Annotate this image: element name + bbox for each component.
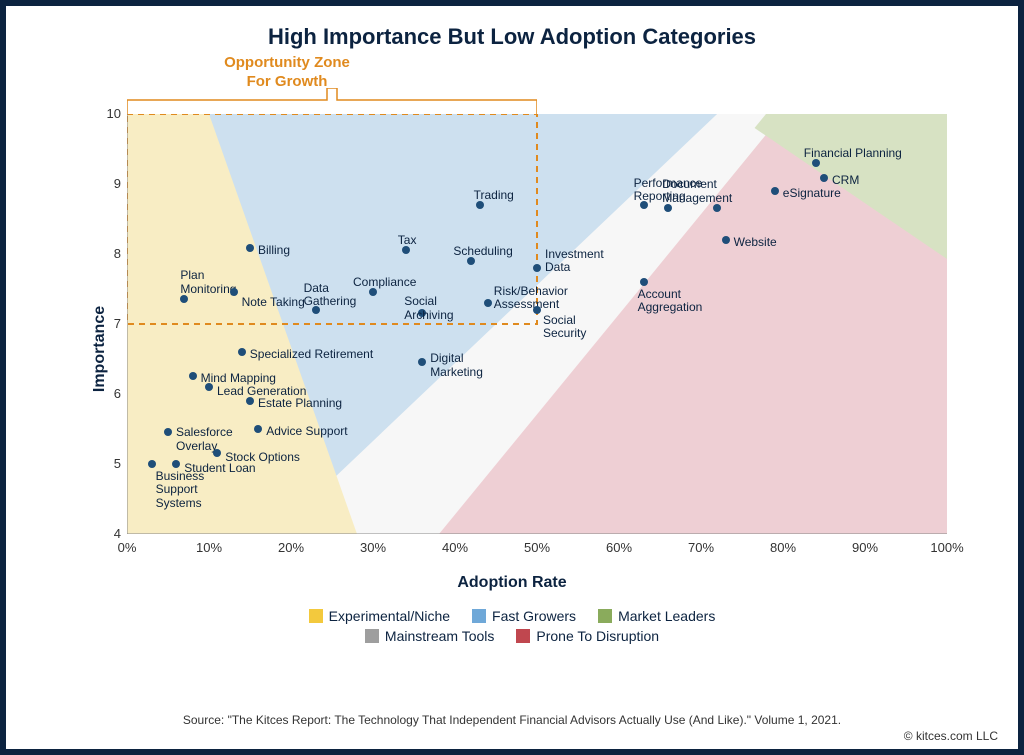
data-point	[148, 460, 156, 468]
data-point-label: Note Taking	[242, 296, 305, 310]
data-point	[533, 264, 541, 272]
x-axis-label: Adoption Rate	[457, 574, 566, 592]
x-tick: 20%	[278, 540, 304, 555]
data-point	[771, 187, 779, 195]
data-point	[418, 358, 426, 366]
y-tick: 9	[97, 176, 121, 191]
legend-item: Experimental/Niche	[309, 608, 450, 624]
x-tick: 100%	[930, 540, 963, 555]
legend: Experimental/Niche Fast Growers Market Lea…	[36, 608, 988, 644]
x-tick: 10%	[196, 540, 222, 555]
x-tick: 70%	[688, 540, 714, 555]
opportunity-zone-label: Opportunity Zone For Growth	[0, 54, 988, 92]
legend-label: Market Leaders	[618, 608, 715, 624]
data-point-label: Mind Mapping	[201, 372, 276, 386]
legend-item: Mainstream Tools	[365, 628, 494, 644]
data-point-label: Trading	[474, 189, 514, 203]
data-point-label: DigitalMarketing	[430, 352, 483, 380]
x-tick: 60%	[606, 540, 632, 555]
y-tick: 10	[97, 106, 121, 121]
plot-area: BusinessSupportSystemsStudent LoanSalesf…	[127, 114, 947, 534]
data-point-label: Lead Generation	[217, 385, 306, 399]
opportunity-line1: Opportunity Zone	[224, 54, 350, 71]
legend-label: Prone To Disruption	[536, 628, 659, 644]
data-point-label: Advice Support	[266, 425, 347, 439]
legend-label: Fast Growers	[492, 608, 576, 624]
data-point-label: Compliance	[353, 276, 416, 290]
legend-swatch	[309, 609, 323, 623]
data-point-label: SocialSecurity	[543, 314, 586, 342]
data-point	[238, 348, 246, 356]
legend-item: Fast Growers	[472, 608, 576, 624]
opportunity-line2: For Growth	[247, 73, 328, 90]
data-point-label: CRM	[832, 174, 859, 188]
data-point	[722, 236, 730, 244]
data-point-label: SalesforceOverlay	[176, 426, 233, 454]
y-tick: 4	[97, 526, 121, 541]
opportunity-bracket	[127, 88, 537, 116]
data-point-label: Specialized Retirement	[250, 348, 373, 362]
chart-title: High Importance But Low Adoption Categor…	[36, 24, 988, 50]
legend-row-2: Mainstream Tools Prone To Disruption	[36, 628, 988, 644]
data-point	[189, 372, 197, 380]
data-point-label: PlanMonitoring	[180, 269, 236, 297]
data-point-label: InvestmentData	[545, 248, 604, 276]
data-point-label: DocumentManagement	[662, 178, 732, 206]
data-point	[713, 204, 721, 212]
x-tick: 90%	[852, 540, 878, 555]
data-point-label: Website	[734, 236, 777, 250]
data-point-label: Tax	[398, 234, 417, 248]
legend-row-1: Experimental/Niche Fast Growers Market Lea…	[36, 608, 988, 624]
data-point	[640, 278, 648, 286]
data-point-label: SocialArchiving	[404, 295, 453, 323]
data-point	[213, 449, 221, 457]
y-tick: 6	[97, 386, 121, 401]
copyright-line: © kitces.com LLC	[904, 729, 998, 743]
data-point-label: AccountAggregation	[638, 288, 703, 316]
legend-swatch	[365, 629, 379, 643]
legend-swatch	[516, 629, 530, 643]
chart-frame: High Importance But Low Adoption Categor…	[0, 0, 1024, 755]
y-tick: 7	[97, 316, 121, 331]
legend-label: Mainstream Tools	[385, 628, 494, 644]
x-tick: 50%	[524, 540, 550, 555]
legend-label: Experimental/Niche	[329, 608, 450, 624]
data-point	[172, 460, 180, 468]
data-point-label: DataGathering	[304, 282, 357, 310]
y-tick: 8	[97, 246, 121, 261]
data-point	[533, 306, 541, 314]
data-point	[254, 425, 262, 433]
x-tick: 30%	[360, 540, 386, 555]
legend-swatch	[472, 609, 486, 623]
data-point-label: Financial Planning	[804, 147, 902, 161]
data-point-label: Estate Planning	[258, 397, 342, 411]
x-tick: 40%	[442, 540, 468, 555]
data-point-label: Risk/BehaviorAssessment	[494, 285, 568, 313]
data-point	[246, 244, 254, 252]
data-point	[230, 288, 238, 296]
source-line: Source: "The Kitces Report: The Technolo…	[26, 713, 998, 727]
data-point-label: Billing	[258, 244, 290, 258]
data-point-label: Stock Options	[225, 451, 300, 465]
data-point-label: eSignature	[783, 187, 841, 201]
chart-container: Importance	[57, 94, 967, 604]
y-tick: 5	[97, 456, 121, 471]
data-point-label: BusinessSupportSystems	[156, 470, 205, 511]
legend-swatch	[598, 609, 612, 623]
legend-item: Prone To Disruption	[516, 628, 659, 644]
data-point	[484, 299, 492, 307]
x-tick: 80%	[770, 540, 796, 555]
x-tick: 0%	[118, 540, 137, 555]
data-point-label: Scheduling	[453, 245, 512, 259]
data-point	[820, 174, 828, 182]
legend-item: Market Leaders	[598, 608, 715, 624]
data-point	[164, 428, 172, 436]
